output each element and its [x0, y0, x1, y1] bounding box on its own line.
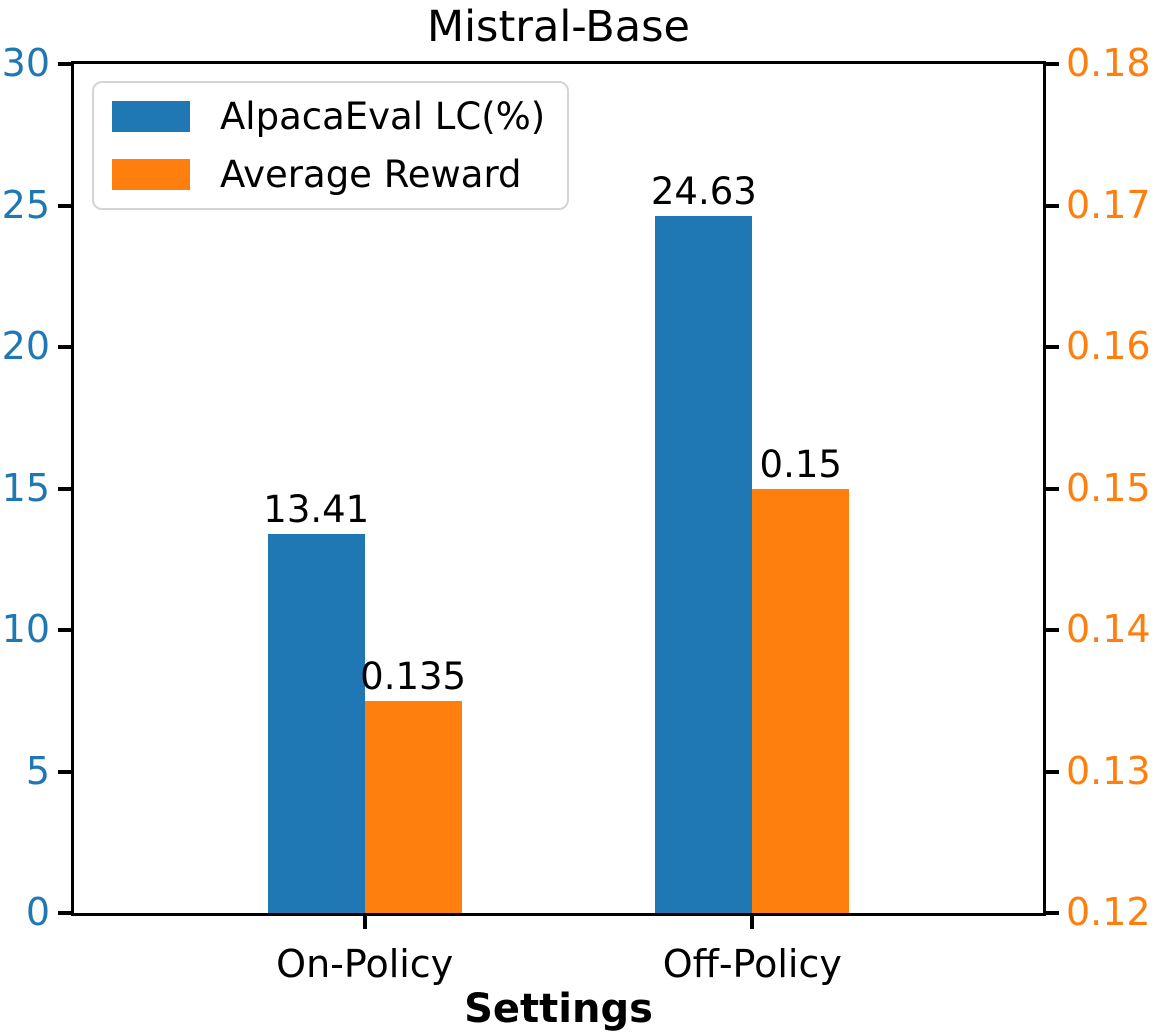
right-axis-tick-label: 0.18 [1066, 41, 1151, 86]
left-axis-tick-label: 15 [1, 465, 50, 510]
left-axis-tick [58, 486, 71, 491]
alpacaeval-lc-pct-swatch-icon [112, 101, 190, 132]
left-axis-tick-label: 25 [1, 182, 50, 227]
right-axis-tick [1046, 345, 1059, 349]
plot-area: AlpacaEval LC(%) Average Reward 13.41 24.6… [71, 61, 1046, 916]
average-reward-swatch-icon [112, 159, 190, 190]
x-axis-tick [750, 916, 755, 929]
right-axis-tick [1046, 486, 1059, 491]
bar-value-label: 13.41 [263, 487, 370, 531]
legend-item: Average Reward [112, 150, 545, 199]
left-axis-tick-label: 5 [25, 748, 50, 793]
legend-item-label: Average Reward [220, 153, 522, 196]
bar-average-reward-off-policy [752, 488, 850, 913]
legend-item: AlpacaEval LC(%) [112, 92, 545, 141]
left-axis-tick-label: 30 [1, 41, 50, 86]
bar-alpacaeval-lc-pct-on-policy [267, 533, 365, 913]
left-axis-tick [58, 628, 71, 632]
right-axis-tick [1046, 62, 1059, 66]
bar-value-label: 24.63 [650, 169, 757, 213]
bar-value-label: 0.135 [360, 654, 467, 698]
right-axis-tick [1046, 203, 1059, 208]
right-axis-tick-label: 0.14 [1066, 607, 1151, 652]
left-axis-tick [58, 62, 71, 66]
left-axis-tick-label: 0 [25, 890, 50, 935]
left-axis-tick [58, 911, 71, 915]
left-axis-tick-label: 20 [1, 324, 50, 369]
right-axis-tick [1046, 769, 1059, 774]
right-axis-tick [1046, 911, 1059, 915]
chart-title: Mistral-Base [427, 2, 690, 52]
right-axis-tick-label: 0.12 [1066, 890, 1151, 935]
x-axis-tick-label: Off-Policy [662, 942, 842, 986]
bar-value-label: 0.15 [759, 442, 842, 486]
right-axis-tick [1046, 628, 1059, 632]
x-axis-label: Settings [464, 986, 653, 1032]
right-axis-tick-label: 0.17 [1066, 182, 1151, 227]
legend-item-label: AlpacaEval LC(%) [220, 95, 546, 138]
right-axis-tick-label: 0.16 [1066, 324, 1151, 369]
x-axis-tick-label: On-Policy [276, 942, 454, 986]
bar-average-reward-on-policy [364, 700, 462, 913]
left-axis-tick [58, 769, 71, 774]
right-axis-tick-label: 0.15 [1066, 465, 1151, 510]
right-axis-tick-label: 0.13 [1066, 748, 1151, 793]
x-axis-tick [362, 916, 367, 929]
left-axis-tick-label: 10 [1, 607, 50, 652]
bar-alpacaeval-lc-pct-off-policy [655, 215, 753, 913]
left-axis-tick [58, 345, 71, 349]
left-axis-tick [58, 203, 71, 208]
legend: AlpacaEval LC(%) Average Reward [92, 81, 570, 210]
